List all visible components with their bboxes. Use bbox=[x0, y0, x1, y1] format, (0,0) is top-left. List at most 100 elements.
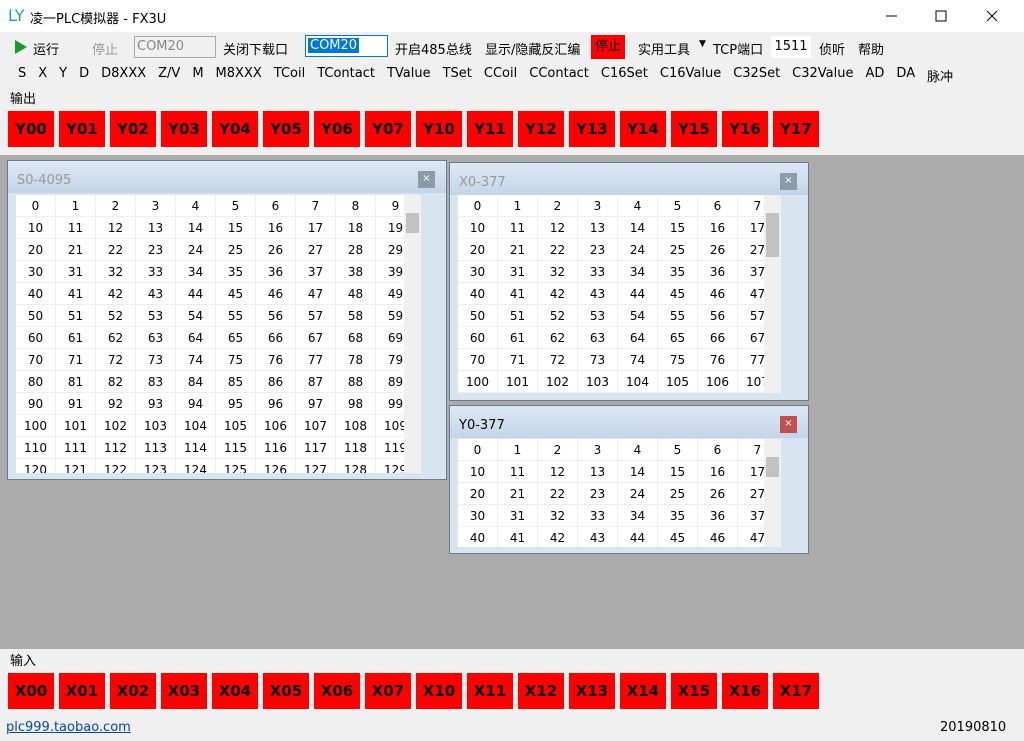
register-cell[interactable]: 64 bbox=[176, 327, 216, 349]
register-cell[interactable]: 76 bbox=[256, 349, 296, 371]
register-cell[interactable]: 3 bbox=[578, 195, 618, 217]
register-cell[interactable]: 106 bbox=[256, 415, 296, 437]
register-cell[interactable]: 13 bbox=[136, 217, 176, 239]
register-tab[interactable]: C16Value bbox=[659, 66, 722, 81]
register-cell[interactable]: 56 bbox=[256, 305, 296, 327]
register-cell[interactable]: 35 bbox=[658, 261, 698, 283]
input-button[interactable]: X01 bbox=[59, 673, 105, 709]
register-cell[interactable]: 75 bbox=[658, 349, 698, 371]
output-button[interactable]: Y03 bbox=[161, 111, 207, 147]
register-cell[interactable]: 30 bbox=[458, 505, 498, 527]
register-cell[interactable]: 22 bbox=[538, 239, 578, 261]
register-cell[interactable]: 46 bbox=[698, 283, 738, 305]
register-cell[interactable]: 112 bbox=[96, 437, 136, 459]
register-cell[interactable]: 45 bbox=[216, 283, 256, 305]
output-button[interactable]: Y00 bbox=[8, 111, 54, 147]
register-cell[interactable]: 92 bbox=[96, 393, 136, 415]
register-cell[interactable]: 51 bbox=[56, 305, 96, 327]
register-cell[interactable]: 83 bbox=[136, 371, 176, 393]
output-button[interactable]: Y12 bbox=[518, 111, 564, 147]
register-cell[interactable]: 25 bbox=[658, 483, 698, 505]
output-button[interactable]: Y05 bbox=[263, 111, 309, 147]
register-tab[interactable]: Z/V bbox=[158, 66, 181, 81]
register-tab[interactable]: TSet bbox=[442, 66, 472, 81]
active-port-combo[interactable]: COM20 bbox=[305, 35, 388, 57]
register-cell[interactable]: 5 bbox=[658, 195, 698, 217]
input-button[interactable]: X14 bbox=[620, 673, 666, 709]
register-cell[interactable]: 85 bbox=[216, 371, 256, 393]
register-cell[interactable]: 102 bbox=[538, 371, 578, 393]
register-cell[interactable]: 43 bbox=[136, 283, 176, 305]
register-cell[interactable]: 84 bbox=[176, 371, 216, 393]
register-cell[interactable]: 38 bbox=[336, 261, 376, 283]
register-cell[interactable]: 70 bbox=[16, 349, 56, 371]
register-cell[interactable]: 24 bbox=[176, 239, 216, 261]
register-cell[interactable]: 88 bbox=[336, 371, 376, 393]
input-button[interactable]: X13 bbox=[569, 673, 615, 709]
register-cell[interactable]: 45 bbox=[658, 283, 698, 305]
register-cell[interactable]: 62 bbox=[96, 327, 136, 349]
register-cell[interactable]: 81 bbox=[56, 371, 96, 393]
register-cell[interactable]: 104 bbox=[618, 371, 658, 393]
register-cell[interactable]: 98 bbox=[336, 393, 376, 415]
close-port-button[interactable]: 关闭下载口 bbox=[223, 43, 289, 58]
register-tab[interactable]: C32Set bbox=[733, 66, 781, 81]
register-cell[interactable]: 105 bbox=[216, 415, 256, 437]
register-cell[interactable]: 23 bbox=[578, 239, 618, 261]
input-button[interactable]: X05 bbox=[263, 673, 309, 709]
register-cell[interactable]: 18 bbox=[336, 217, 376, 239]
register-cell[interactable]: 20 bbox=[458, 483, 498, 505]
register-cell[interactable]: 63 bbox=[136, 327, 176, 349]
output-button[interactable]: Y16 bbox=[722, 111, 768, 147]
register-cell[interactable]: 0 bbox=[458, 195, 498, 217]
register-cell[interactable]: 86 bbox=[256, 371, 296, 393]
register-cell[interactable]: 46 bbox=[256, 283, 296, 305]
register-cell[interactable]: 120 bbox=[16, 459, 56, 473]
register-cell[interactable]: 1 bbox=[56, 195, 96, 217]
register-cell[interactable]: 6 bbox=[256, 195, 296, 217]
shop-link[interactable]: plc999.taobao.com bbox=[6, 720, 131, 735]
register-cell[interactable]: 60 bbox=[458, 327, 498, 349]
register-cell[interactable]: 106 bbox=[698, 371, 738, 393]
register-cell[interactable]: 64 bbox=[618, 327, 658, 349]
register-cell[interactable]: 2 bbox=[538, 195, 578, 217]
output-button[interactable]: Y13 bbox=[569, 111, 615, 147]
register-cell[interactable]: 71 bbox=[56, 349, 96, 371]
register-cell[interactable]: 101 bbox=[498, 371, 538, 393]
register-cell[interactable]: 80 bbox=[16, 371, 56, 393]
input-button[interactable]: X16 bbox=[722, 673, 768, 709]
register-cell[interactable]: 22 bbox=[96, 239, 136, 261]
register-cell[interactable]: 107 bbox=[296, 415, 336, 437]
register-cell[interactable]: 95 bbox=[216, 393, 256, 415]
register-cell[interactable]: 26 bbox=[698, 239, 738, 261]
register-tab[interactable]: TValue bbox=[386, 66, 431, 81]
output-button[interactable]: Y10 bbox=[416, 111, 462, 147]
close-button[interactable]: × bbox=[780, 416, 797, 433]
register-cell[interactable]: 55 bbox=[658, 305, 698, 327]
register-cell[interactable]: 6 bbox=[698, 439, 738, 461]
output-button[interactable]: Y11 bbox=[467, 111, 513, 147]
input-button[interactable]: X03 bbox=[161, 673, 207, 709]
register-cell[interactable]: 123 bbox=[136, 459, 176, 473]
register-cell[interactable]: 40 bbox=[458, 283, 498, 305]
register-cell[interactable]: 54 bbox=[618, 305, 658, 327]
register-cell[interactable]: 111 bbox=[56, 437, 96, 459]
output-button[interactable]: Y01 bbox=[59, 111, 105, 147]
register-cell[interactable]: 87 bbox=[296, 371, 336, 393]
register-cell[interactable]: 30 bbox=[458, 261, 498, 283]
register-cell[interactable]: 115 bbox=[216, 437, 256, 459]
register-cell[interactable]: 2 bbox=[96, 195, 136, 217]
register-cell[interactable]: 108 bbox=[336, 415, 376, 437]
register-cell[interactable]: 77 bbox=[296, 349, 336, 371]
output-button[interactable]: Y06 bbox=[314, 111, 360, 147]
register-tab[interactable]: C16Set bbox=[600, 66, 648, 81]
register-tab[interactable]: DA bbox=[896, 66, 916, 81]
register-cell[interactable]: 0 bbox=[458, 439, 498, 461]
scrollbar[interactable] bbox=[764, 195, 781, 393]
register-tab[interactable]: D bbox=[79, 66, 90, 81]
register-cell[interactable]: 34 bbox=[618, 505, 658, 527]
output-button[interactable]: Y02 bbox=[110, 111, 156, 147]
register-cell[interactable]: 16 bbox=[698, 461, 738, 483]
register-cell[interactable]: 10 bbox=[458, 217, 498, 239]
register-cell[interactable]: 20 bbox=[458, 239, 498, 261]
